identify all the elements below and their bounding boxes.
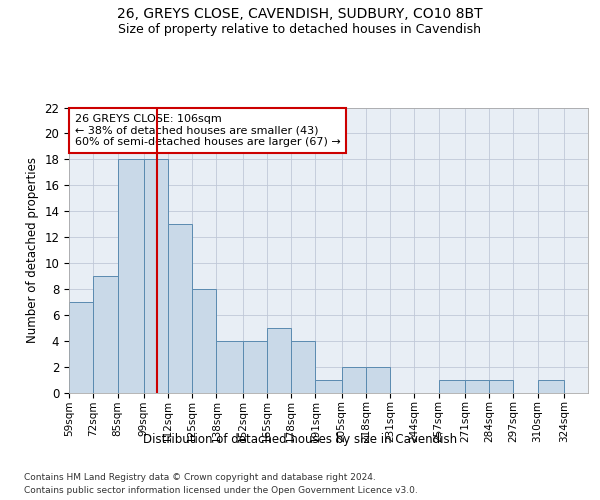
Text: 26, GREYS CLOSE, CAVENDISH, SUDBURY, CO10 8BT: 26, GREYS CLOSE, CAVENDISH, SUDBURY, CO1… <box>117 8 483 22</box>
Bar <box>69 302 93 392</box>
Bar <box>538 380 564 392</box>
Bar <box>316 380 341 392</box>
Text: Distribution of detached houses by size in Cavendish: Distribution of detached houses by size … <box>143 432 457 446</box>
Text: Size of property relative to detached houses in Cavendish: Size of property relative to detached ho… <box>119 22 482 36</box>
Bar <box>168 224 192 392</box>
Bar <box>341 366 366 392</box>
Bar <box>366 366 390 392</box>
Y-axis label: Number of detached properties: Number of detached properties <box>26 157 39 343</box>
Bar <box>267 328 291 392</box>
Text: Contains public sector information licensed under the Open Government Licence v3: Contains public sector information licen… <box>24 486 418 495</box>
Bar <box>118 160 143 392</box>
Bar <box>439 380 465 392</box>
Bar <box>291 340 316 392</box>
Bar <box>217 340 242 392</box>
Text: 26 GREYS CLOSE: 106sqm
← 38% of detached houses are smaller (43)
60% of semi-det: 26 GREYS CLOSE: 106sqm ← 38% of detached… <box>74 114 340 147</box>
Bar <box>192 289 217 393</box>
Bar <box>143 160 168 392</box>
Bar <box>242 340 267 392</box>
Text: Contains HM Land Registry data © Crown copyright and database right 2024.: Contains HM Land Registry data © Crown c… <box>24 472 376 482</box>
Bar <box>465 380 489 392</box>
Bar <box>93 276 118 392</box>
Bar <box>489 380 514 392</box>
